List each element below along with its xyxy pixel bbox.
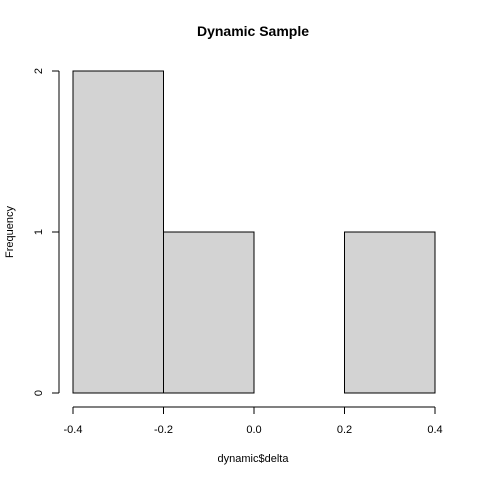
chart-title: Dynamic Sample xyxy=(197,23,309,39)
x-tick-label: -0.2 xyxy=(154,424,173,436)
x-axis: -0.4 -0.2 0.0 0.2 0.4 xyxy=(64,406,443,436)
histogram-bar-3 xyxy=(344,231,436,394)
histogram-bar-1 xyxy=(163,231,255,394)
y-tick-label: 0 xyxy=(33,390,45,396)
y-tick-label: 1 xyxy=(33,229,45,235)
x-tick-label: -0.4 xyxy=(64,424,83,436)
y-axis: 0 1 2 xyxy=(33,68,60,396)
y-axis-label: Frequency xyxy=(4,206,16,258)
x-axis-label: dynamic$delta xyxy=(218,453,290,465)
histogram-bar-0 xyxy=(72,70,164,394)
x-tick-label: 0.2 xyxy=(337,424,352,436)
y-tick-label: 2 xyxy=(33,68,45,74)
x-tick-label: 0.0 xyxy=(246,424,261,436)
x-tick-label: 0.4 xyxy=(427,424,442,436)
bars-group xyxy=(72,70,436,394)
